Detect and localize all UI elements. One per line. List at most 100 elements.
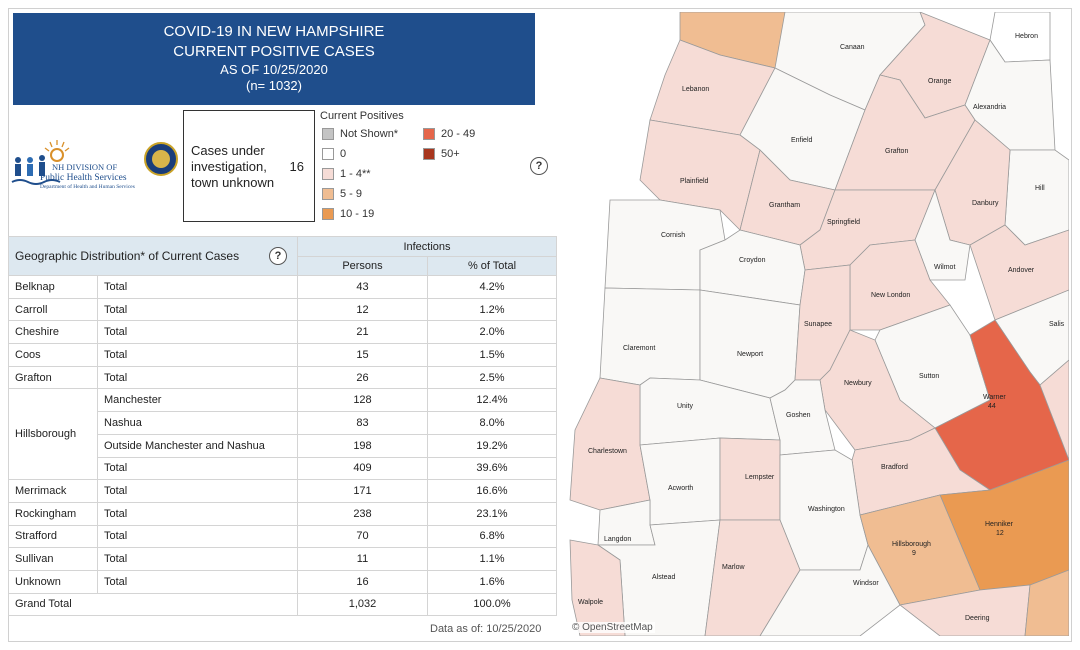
- county-cell: Cheshire: [8, 320, 98, 345]
- title-line-3: AS OF 10/25/2020: [220, 62, 328, 77]
- infections-header: Infections: [297, 236, 557, 257]
- nh-state-seal-icon: [144, 142, 178, 176]
- map-label-grantham: Grantham: [769, 202, 800, 209]
- legend-item-20-49[interactable]: 20 - 49: [423, 127, 475, 141]
- legend-item-not-shown[interactable]: Not Shown*: [322, 127, 398, 141]
- pct-cell: 1.5%: [427, 343, 557, 367]
- pct-cell: 1.1%: [427, 547, 557, 571]
- pct-cell: 2.5%: [427, 365, 557, 390]
- table-row[interactable]: Outside Manchester and Nashua 198 19.2%: [9, 433, 557, 458]
- map-label-sutton: Sutton: [919, 373, 939, 380]
- legend-label: 1 - 4**: [340, 168, 371, 180]
- table-row[interactable]: Cheshire Total 21 2.0%: [8, 320, 557, 345]
- legend-item-1-4[interactable]: 1 - 4**: [322, 167, 371, 181]
- map-label-deering: Deering: [965, 615, 990, 622]
- sub-cell: Total: [97, 524, 298, 549]
- map-label-acworth: Acworth: [668, 485, 693, 492]
- legend-item-0[interactable]: 0: [322, 147, 346, 161]
- persons-cell: 43: [297, 275, 428, 299]
- persons-cell: 15: [297, 343, 428, 367]
- map-label-enfield: Enfield: [791, 137, 813, 144]
- sub-cell: Total: [97, 365, 298, 390]
- pct-header[interactable]: % of Total: [427, 256, 557, 276]
- map-label-newbury: Newbury: [844, 380, 872, 387]
- town-map[interactable]: Canaan Hebron Lebanon Orange Alexandria …: [566, 12, 1069, 636]
- map-label-grafton: Grafton: [885, 148, 908, 155]
- map-town-claremont: [599, 287, 701, 386]
- table-row[interactable]: Carroll Total 12 1.2%: [8, 297, 557, 322]
- legend-label: 50+: [441, 148, 460, 160]
- table-row[interactable]: Coos Total 15 1.5%: [8, 343, 557, 367]
- persons-cell: 409: [297, 456, 428, 481]
- table-row[interactable]: Merrimack Total 171 16.6%: [8, 479, 557, 503]
- osm-attribution-link[interactable]: © OpenStreetMap: [570, 622, 655, 633]
- persons-header[interactable]: Persons: [297, 256, 428, 276]
- legend-help-button[interactable]: ?: [530, 157, 548, 175]
- persons-cell: 11: [297, 547, 428, 571]
- map-label-hebron: Hebron: [1015, 33, 1038, 40]
- county-cell: Rockingham: [8, 501, 98, 526]
- map-label-salis: Salis: [1049, 321, 1065, 328]
- map-label-springfield: Springfield: [827, 219, 860, 226]
- table-row[interactable]: Unknown Total 16 1.6%: [8, 569, 557, 594]
- sub-cell: Manchester: [97, 388, 298, 413]
- persons-cell: 128: [297, 388, 428, 413]
- persons-cell: 26: [297, 365, 428, 390]
- legend-item-5-9[interactable]: 5 - 9: [322, 187, 362, 201]
- persons-cell: 21: [297, 320, 428, 345]
- county-cell: Grafton: [8, 365, 98, 390]
- table-row[interactable]: Rockingham Total 238 23.1%: [8, 501, 557, 526]
- map-label-danbury: Danbury: [972, 200, 999, 207]
- county-cell: Merrimack: [8, 479, 98, 503]
- distribution-table: Geographic Distribution* of Current Case…: [8, 236, 557, 617]
- county-cell: Unknown: [8, 569, 98, 594]
- sub-cell: Total: [97, 501, 298, 526]
- pct-cell: 19.2%: [427, 433, 557, 458]
- legend-item-10-19[interactable]: 10 - 19: [322, 207, 374, 221]
- persons-cell: 83: [297, 411, 428, 435]
- map-label-new-london: New London: [871, 292, 910, 299]
- table-row[interactable]: Sullivan Total 11 1.1%: [8, 547, 557, 571]
- sun-icon: [44, 140, 70, 162]
- sub-cell: Total: [97, 275, 298, 299]
- map-town-plainfield: [639, 119, 761, 231]
- persons-cell: 198: [297, 433, 428, 458]
- persons-cell: 171: [297, 479, 428, 503]
- logo-line-1: NH DIVISION OF: [52, 162, 117, 172]
- legend-swatch: [322, 128, 334, 140]
- map-label-unity: Unity: [677, 403, 693, 410]
- map-labels: Canaan Hebron Lebanon Orange Alexandria …: [578, 33, 1065, 622]
- unknown-town-value: 16: [289, 159, 304, 174]
- map-town-newport: [699, 289, 801, 399]
- table-row[interactable]: Grafton Total 26 2.5%: [8, 365, 557, 390]
- legend-title: Current Positives: [320, 110, 404, 122]
- table-row[interactable]: Hillsborough Manchester 128 12.4%: [8, 388, 557, 481]
- persons-cell: 70: [297, 524, 428, 549]
- table-row[interactable]: Strafford Total 70 6.8%: [8, 524, 557, 549]
- pct-cell: 16.6%: [427, 479, 557, 503]
- grand-total-row[interactable]: Grand Total 1,032 100.0%: [8, 592, 557, 617]
- legend-label: 5 - 9: [340, 188, 363, 200]
- table-row[interactable]: Belknap Total 43 4.2%: [8, 275, 557, 299]
- sub-cell: Total: [97, 320, 298, 345]
- map-town-andover: [969, 224, 1069, 321]
- legend-swatch: [423, 148, 435, 160]
- sub-cell: Total: [97, 456, 298, 481]
- table-title-cell: Geographic Distribution* of Current Case…: [8, 236, 298, 276]
- table-row[interactable]: Total 409 39.6%: [9, 456, 557, 481]
- map-legend: Current Positives Not Shown* 0 1 - 4** 5…: [320, 110, 550, 225]
- table-help-button[interactable]: ?: [269, 247, 287, 265]
- legend-item-50-plus[interactable]: 50+: [423, 147, 460, 161]
- pct-cell: 39.6%: [427, 456, 557, 481]
- pct-cell: 12.4%: [427, 388, 557, 413]
- county-cell-hillsborough: Hillsborough: [8, 388, 98, 481]
- map-label-andover: Andover: [1008, 267, 1035, 274]
- map-town-walpole: [569, 539, 626, 636]
- map-label-sunapee: Sunapee: [804, 321, 832, 328]
- map-label-wilmot: Wilmot: [934, 264, 955, 271]
- county-cell: Coos: [8, 343, 98, 367]
- map-label-warner-count: 44: [988, 403, 996, 410]
- map-town-hill: [1004, 149, 1069, 246]
- sub-cell: Total: [97, 569, 298, 594]
- map-label-canaan: Canaan: [840, 44, 865, 51]
